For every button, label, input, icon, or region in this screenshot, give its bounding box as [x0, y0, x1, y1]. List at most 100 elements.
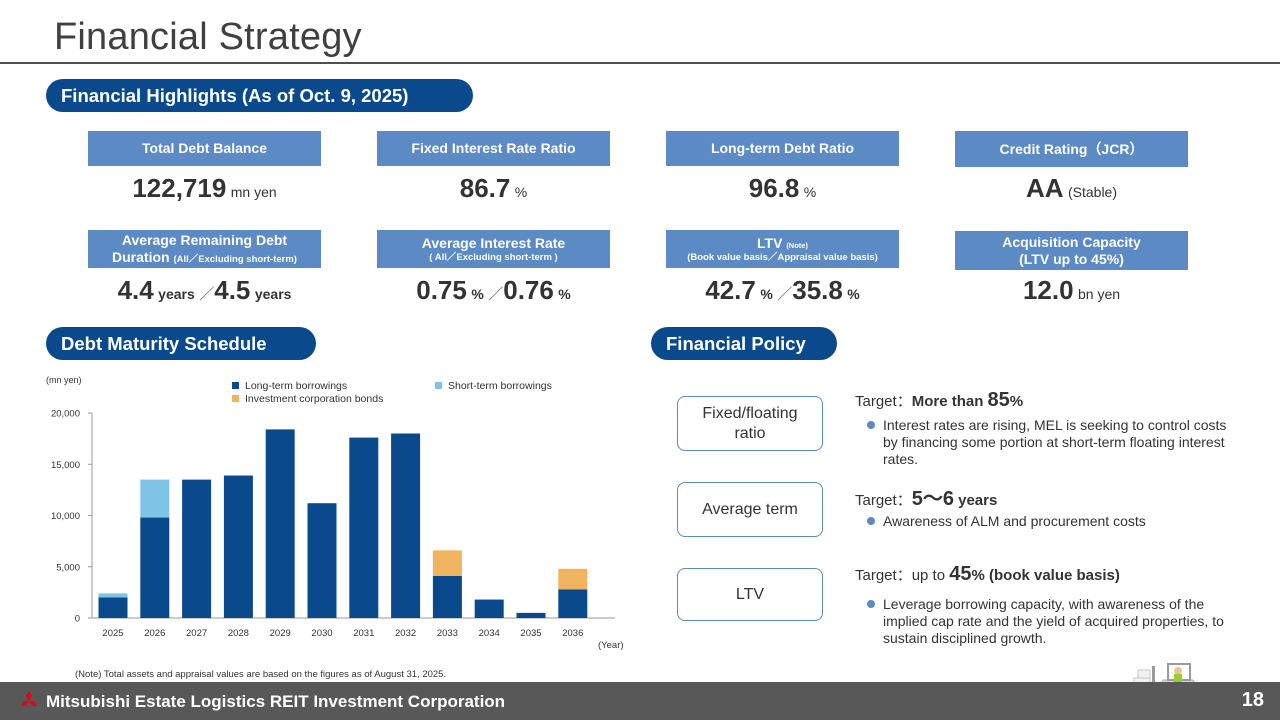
acquisition-capacity-header: Acquisition Capacity (LTV up to 45%)	[955, 231, 1188, 270]
ltv-value: 42.7 % ／35.8 %	[666, 275, 899, 306]
y-tick-label: 15,000	[51, 460, 80, 471]
debt-maturity-schedule-label: Debt Maturity Schedule	[46, 327, 316, 360]
policy-bullet-fixed-floating: Interest rates are rising, MEL is seekin…	[867, 417, 1243, 468]
total-debt-balance-header: Total Debt Balance	[88, 131, 321, 166]
kpi-number: 86.7	[459, 173, 511, 203]
bar-2026-series-0	[140, 517, 170, 618]
kpi-unit: %	[803, 184, 817, 200]
bar-2030-series-0	[307, 503, 337, 618]
debt-maturity-chart: 0 5,000 10,000 15,000 20,000 (mn yen) 2025 2026…	[46, 375, 624, 651]
bar-2032-series-0	[391, 433, 421, 618]
bar-2034-series-0	[474, 599, 504, 618]
avg-remaining-duration-value: 4.4 years ／4.5 years	[88, 275, 321, 306]
kpi-header-sub: (All／Excluding short-term)	[173, 254, 297, 265]
policy-box-average-term: Average term	[677, 482, 823, 537]
kpi-unit-1: %	[471, 286, 484, 302]
target-text: up to	[911, 567, 950, 584]
kpi-unit-2: %	[558, 286, 571, 302]
ltv-header: LTV (Note) (Book value basis／Appraisal v…	[666, 230, 899, 268]
kpi-header-text: Total Debt Balance	[142, 140, 267, 157]
y-tick-label: 10,000	[51, 511, 80, 522]
financial-policy-label: Financial Policy	[651, 327, 837, 360]
kpi-unit: (Stable)	[1067, 184, 1118, 200]
y-tick-label: 20,000	[51, 409, 80, 420]
avg-remaining-duration-header: Average Remaining Debt Duration (All／Exc…	[88, 230, 321, 268]
y-axis-label: (mn yen)	[46, 375, 82, 385]
policy-box-fixed-floating: Fixed/floating ratio	[677, 396, 823, 451]
x-axis-label: (Year)	[598, 640, 624, 651]
legend-swatch	[232, 382, 239, 389]
kpi-number-2: 4.5	[214, 275, 251, 305]
bar-2036-series-2	[558, 568, 588, 590]
kpi-number: 96.8	[748, 173, 800, 203]
x-tick-label: 2026	[144, 628, 165, 639]
x-tick-label: 2029	[270, 628, 291, 639]
target-suffix: (book value basis)	[984, 567, 1120, 584]
bullet-dot-icon	[867, 421, 875, 429]
bar-2036-series-0	[558, 589, 588, 618]
kpi-header-text: Fixed Interest Rate Ratio	[411, 140, 576, 157]
bar-2035-series-0	[516, 612, 546, 618]
kpi-header-text: Acquisition Capacity	[1002, 233, 1141, 250]
kpi-number: 12.0	[1022, 275, 1074, 305]
y-tick-label: 5,000	[56, 562, 80, 573]
fixed-interest-rate-ratio-header: Fixed Interest Rate Ratio	[377, 131, 610, 166]
bullet-text: Awareness of ALM and procurement costs	[883, 513, 1146, 529]
target-unit: %	[971, 567, 985, 584]
bullet-text: Leverage borrowing capacity, with awaren…	[883, 596, 1224, 646]
target-text: More than	[911, 393, 988, 410]
kpi-number-1: 42.7	[705, 275, 756, 305]
kpi-number: 122,719	[132, 173, 227, 203]
x-tick-label: 2036	[562, 628, 583, 639]
kpi-header-text-2: Duration	[112, 249, 170, 265]
mitsubishi-logo-icon	[21, 691, 37, 706]
kpi-header-text: Average Interest Rate	[421, 234, 566, 251]
x-tick-label: 2034	[479, 628, 500, 639]
kpi-unit-1: %	[760, 286, 773, 302]
total-debt-balance-value: 122,719 mn yen	[88, 173, 321, 204]
x-tick-label: 2030	[311, 628, 332, 639]
acquisition-capacity-value: 12.0 bn yen	[955, 275, 1188, 306]
title-divider	[0, 62, 1280, 64]
credit-rating-header: Credit Rating（JCR）	[955, 131, 1188, 167]
bar-2026-series-1	[140, 479, 170, 518]
company-name: Mitsubishi Estate Logistics REIT Investm…	[46, 692, 506, 711]
target-prefix: Target：	[855, 567, 912, 584]
policy-target-average-term: Target：5〜6 years	[855, 482, 997, 511]
kpi-header-sub: (Book value basis／Appraisal value basis)	[687, 251, 878, 263]
kpi-header-text: LTV	[757, 234, 783, 251]
kpi-header-text: Credit Rating（JCR）	[999, 140, 1144, 157]
kpi-unit-1: years	[158, 286, 195, 302]
target-unit: years	[953, 492, 998, 509]
credit-rating-value: AA (Stable)	[955, 173, 1188, 204]
x-tick-label: 2035	[520, 628, 541, 639]
x-tick-label: 2027	[186, 628, 207, 639]
kpi-header-sub: ( All／Excluding short-term )	[429, 251, 558, 263]
target-unit: %	[1009, 393, 1024, 410]
bar-2033-series-0	[432, 575, 462, 618]
bullet-dot-icon	[867, 517, 875, 525]
bar-2033-series-2	[432, 550, 462, 576]
policy-bullet-ltv: Leverage borrowing capacity, with awaren…	[867, 596, 1243, 647]
page-number: 18	[1241, 689, 1264, 711]
avg-interest-rate-header: Average Interest Rate ( All／Excluding sh…	[377, 230, 610, 268]
target-number: 5〜6	[911, 488, 954, 510]
target-prefix: Target：	[855, 492, 912, 509]
kpi-unit: mn yen	[230, 184, 277, 200]
bar-2028-series-0	[223, 475, 253, 618]
target-number: 85	[987, 389, 1010, 411]
legend-label: Investment corporation bonds	[245, 393, 383, 405]
kpi-number-2: 0.76	[503, 275, 554, 305]
chart-footnote: (Note) Total assets and appraisal values…	[75, 669, 447, 680]
kpi-unit: %	[514, 184, 528, 200]
kpi-number-1: 0.75	[416, 275, 467, 305]
kpi-unit-2: %	[847, 286, 860, 302]
policy-box-label: Average term	[702, 500, 798, 518]
bullet-dot-icon	[867, 600, 875, 608]
x-tick-label: 2031	[353, 628, 374, 639]
kpi-separator: ／	[488, 286, 504, 303]
kpi-number: AA	[1025, 173, 1064, 203]
y-tick-label: 0	[75, 614, 80, 625]
bar-2029-series-0	[265, 429, 295, 618]
policy-bullet-average-term: Awareness of ALM and procurement costs	[867, 513, 1243, 530]
